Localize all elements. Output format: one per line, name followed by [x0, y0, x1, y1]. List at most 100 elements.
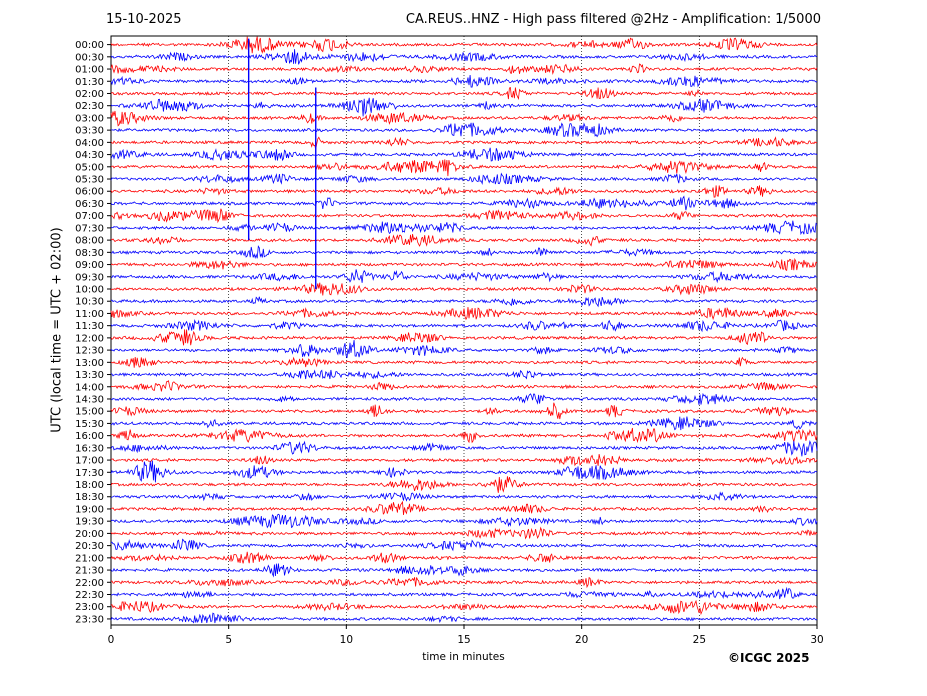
date-label: 15-10-2025 [106, 12, 182, 27]
trace-row [110, 599, 818, 616]
y-tick-label: 11:30 [75, 321, 104, 332]
y-tick-label: 12:30 [75, 346, 104, 357]
y-tick-label: 06:00 [75, 187, 104, 198]
trace-row [110, 220, 818, 236]
y-axis-label: UTC (local time = UTC + 02:00) [49, 227, 65, 433]
y-tick-label: 08:30 [75, 248, 104, 259]
y-tick-label: 15:00 [75, 407, 104, 418]
y-tick-label: 20:30 [75, 541, 104, 552]
y-tick-label: 09:30 [75, 272, 104, 283]
y-tick-label: 10:00 [75, 285, 104, 296]
x-axis-ticks: 0 5 10 15 20 25 30 [108, 625, 824, 646]
y-tick-label: 22:30 [75, 590, 104, 601]
y-tick-label: 04:00 [75, 138, 104, 149]
trace-row [110, 185, 818, 198]
trace-row [110, 87, 818, 100]
y-tick-label: 00:00 [75, 40, 104, 51]
trace-row [110, 159, 818, 177]
trace-row [110, 356, 818, 368]
y-tick-label: 19:00 [75, 504, 104, 515]
y-tick-label: 21:00 [75, 553, 104, 564]
x-tick-label: 25 [693, 634, 706, 646]
trace-row [110, 74, 818, 88]
y-tick-label: 14:30 [75, 394, 104, 405]
grid-lines [228, 36, 700, 625]
trace-row [110, 440, 818, 457]
y-tick-label: 01:00 [75, 65, 104, 76]
trace-row [110, 526, 818, 540]
trace-row [110, 245, 818, 260]
y-tick-label: 21:30 [75, 566, 104, 577]
trace-row [110, 195, 818, 211]
y-tick-label: 06:30 [75, 199, 104, 210]
trace-row [110, 97, 818, 117]
trace-row [110, 369, 818, 380]
y-tick-label: 10:30 [75, 297, 104, 308]
trace-row [110, 460, 818, 483]
y-tick-label: 17:30 [75, 468, 104, 479]
y-tick-label: 07:00 [75, 211, 104, 222]
y-tick-label: 23:00 [75, 602, 104, 613]
trace-row [110, 282, 818, 296]
trace-row [110, 307, 818, 321]
x-tick-label: 15 [457, 634, 470, 646]
y-tick-label: 02:00 [75, 89, 104, 100]
x-tick-label: 0 [108, 634, 115, 646]
trace-row [110, 577, 817, 589]
y-tick-label: 16:00 [75, 431, 104, 442]
trace-row [110, 500, 818, 516]
y-tick-label: 12:00 [75, 333, 104, 344]
trace-row [110, 208, 818, 224]
y-tick-label: 07:30 [75, 223, 104, 234]
x-axis-label: time in minutes [422, 651, 505, 663]
y-tick-label: 18:00 [75, 480, 104, 491]
trace-row [110, 296, 818, 308]
trace-row [110, 513, 818, 529]
y-tick-label: 13:30 [75, 370, 104, 381]
y-tick-label: 00:30 [75, 52, 104, 63]
y-tick-label: 08:00 [75, 236, 104, 247]
y-tick-label: 05:00 [75, 162, 104, 173]
trace-row [110, 172, 818, 186]
y-tick-label: 19:30 [75, 517, 104, 528]
x-tick-label: 20 [575, 634, 588, 646]
trace-row [110, 36, 818, 54]
y-tick-label: 20:00 [75, 529, 104, 540]
trace-row [110, 427, 818, 444]
y-tick-label: 13:00 [75, 358, 104, 369]
trace-row [110, 269, 818, 284]
y-tick-label: 17:00 [75, 456, 104, 467]
trace-row [110, 340, 818, 359]
trace-row [110, 257, 818, 271]
y-tick-label: 04:30 [75, 150, 104, 161]
trace-row [110, 563, 818, 578]
seismogram-traces [110, 36, 818, 624]
trace-row [110, 110, 818, 127]
trace-row [110, 329, 818, 346]
y-tick-label: 02:30 [75, 101, 104, 112]
y-tick-label: 22:00 [75, 578, 104, 589]
y-tick-label: 03:30 [75, 126, 104, 137]
y-tick-label: 18:30 [75, 492, 104, 503]
trace-row [110, 538, 818, 552]
trace-row [110, 380, 818, 392]
trace-row [110, 416, 818, 431]
y-tick-label: 05:30 [75, 175, 104, 186]
trace-row [110, 551, 818, 564]
trace-row [110, 122, 818, 138]
trace-row [110, 234, 817, 247]
x-tick-label: 5 [225, 634, 232, 646]
y-tick-label: 11:00 [75, 309, 104, 320]
trace-row [110, 319, 818, 333]
y-tick-label: 15:30 [75, 419, 104, 430]
x-tick-label: 30 [810, 634, 823, 646]
trace-row [110, 612, 818, 624]
trace-row [110, 63, 818, 75]
trace-row [110, 476, 818, 493]
trace-row [110, 402, 818, 420]
trace-row [110, 586, 818, 600]
chart-title: CA.REUS..HNZ - High pass filtered @2Hz -… [405, 12, 821, 27]
trace-row [110, 392, 818, 405]
